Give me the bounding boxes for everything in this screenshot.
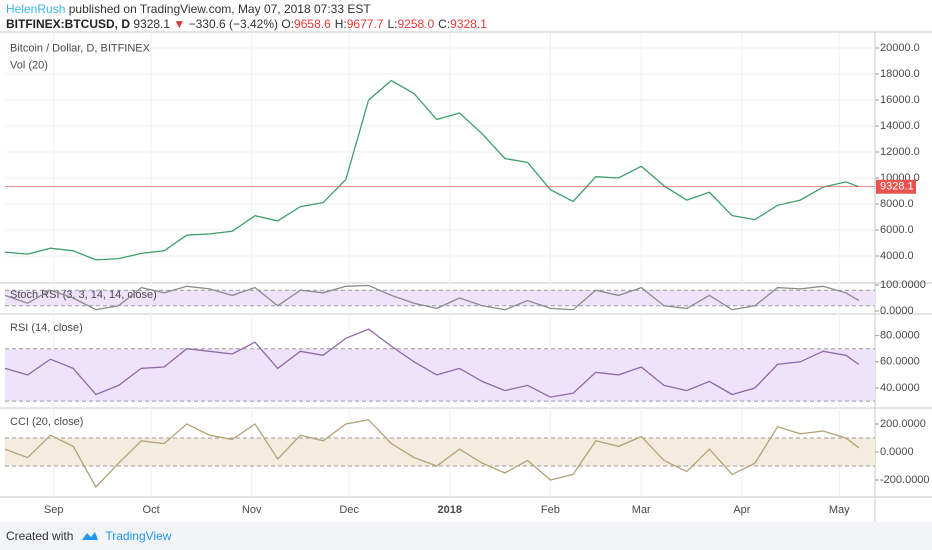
symbol: BITFINEX:BTCUSD, D <box>6 17 130 31</box>
author[interactable]: HelenRush <box>6 2 66 16</box>
price-line <box>4 79 860 261</box>
brand[interactable]: TradingView <box>105 529 172 543</box>
ohlc-label: H: <box>334 17 347 31</box>
y-tick-label: 12000.0 <box>880 146 920 158</box>
price-line <box>4 284 860 311</box>
y-tick-label: 40.0000 <box>880 382 920 394</box>
last-price-box <box>876 179 916 194</box>
y-tick-label: 0.0000 <box>880 446 914 458</box>
ohlc-label: L: <box>387 17 398 31</box>
y-tick-label: 200.0000 <box>880 418 926 430</box>
panel-title: Bitcoin / Dollar, D, BITFINEX <box>10 42 151 54</box>
x-tick-label: Apr <box>733 504 750 516</box>
header: HelenRush published on TradingView.com, … <box>6 2 491 32</box>
y-tick-label: 6000.0 <box>880 224 914 236</box>
ohlc-value: 9658.6 <box>294 17 331 31</box>
x-tick-label: 2018 <box>437 504 461 516</box>
y-tick-label: 60.0000 <box>880 356 920 368</box>
ohlc-value: 9258.0 <box>397 17 435 31</box>
x-tick-label: Sep <box>44 504 64 516</box>
x-tick-label: May <box>829 504 850 516</box>
footer: Created with TradingView <box>0 522 932 550</box>
quote-line: BITFINEX:BTCUSD, D 9328.1 ▼ −330.6 (−3.4… <box>6 17 491 32</box>
band-fill <box>5 438 875 467</box>
logo <box>82 532 99 540</box>
y-tick-label: 80.0000 <box>880 330 920 342</box>
down-arrow: ▼ <box>173 17 186 31</box>
y-tick-label: 18000.0 <box>880 68 920 80</box>
price-line <box>4 328 860 398</box>
publish-info: published on TradingView.com, May 07, 20… <box>68 2 371 16</box>
panel-title: RSI (14, close) <box>10 322 83 334</box>
ohlc-value: 9677.7 <box>346 17 384 31</box>
panel-subtitle: Vol (20) <box>10 59 48 71</box>
x-tick-label: Oct <box>143 504 160 516</box>
band-fill <box>5 290 875 306</box>
panel-title: Stoch RSI (3, 3, 14, 14, close) <box>10 289 157 301</box>
chart: Sep Oct Nov Dec 2018 Feb Mar Apr May 4000.0 6000.0… <box>0 31 932 522</box>
ohlc-label: C: <box>438 17 451 31</box>
panel-title: CCI (20, close) <box>10 416 83 428</box>
x-tick-label: Mar <box>632 504 651 516</box>
header-line: HelenRush published on TradingView.com, … <box>6 2 491 17</box>
x-tick-label: Dec <box>339 504 359 516</box>
ohlc-label: O: <box>281 17 295 31</box>
y-tick-label: 14000.0 <box>880 120 920 132</box>
y-tick-label: 16000.0 <box>880 94 920 106</box>
price: 9328.1 <box>133 17 171 31</box>
x-tick-label: Feb <box>541 504 560 516</box>
ohlc-value: 9328.1 <box>450 17 487 31</box>
y-tick-label: 0.0000 <box>880 305 914 317</box>
x-tick-label: Nov <box>242 504 262 516</box>
y-tick-label: 20000.0 <box>880 42 920 54</box>
y-tick-label: -200.0000 <box>880 474 930 486</box>
y-tick-label: 100.0000 <box>880 279 926 291</box>
change: −330.6 (−3.42%) <box>188 17 279 31</box>
ohlc: O:9658.6 H:9677.7 L:9258.0 C:9328.1 <box>281 17 491 31</box>
band-fill <box>5 348 875 402</box>
price-line <box>4 419 860 489</box>
last-price-label: 9328.1 <box>880 181 914 193</box>
footer-text: Created with <box>6 529 74 543</box>
y-tick-label: 4000.0 <box>880 250 914 262</box>
y-tick-label: 8000.0 <box>880 198 914 210</box>
